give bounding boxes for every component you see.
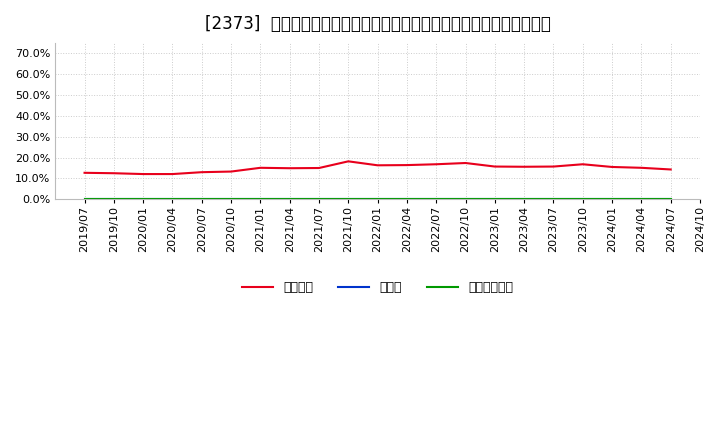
- のれん: [432, 197, 441, 202]
- のれん: [520, 197, 528, 202]
- 自己資本: [549, 164, 558, 169]
- のれん: [168, 197, 177, 202]
- 自己資本: [109, 171, 118, 176]
- のれん: [80, 197, 89, 202]
- 繰延税金資産: [608, 197, 616, 202]
- 自己資本: [139, 172, 148, 177]
- 自己資本: [402, 162, 411, 168]
- 自己資本: [608, 164, 616, 169]
- 繰延税金資産: [373, 197, 382, 202]
- 自己資本: [344, 159, 353, 164]
- のれん: [578, 197, 587, 202]
- 自己資本: [80, 170, 89, 176]
- 繰延税金資産: [490, 197, 499, 202]
- のれん: [462, 197, 470, 202]
- のれん: [344, 197, 353, 202]
- 繰延税金資産: [549, 197, 558, 202]
- 自己資本: [667, 167, 675, 172]
- のれん: [315, 197, 323, 202]
- Title: [2373]  自己資本、のれん、繰延税金資産の総資産に対する比率の推移: [2373] 自己資本、のれん、繰延税金資産の総資産に対する比率の推移: [204, 15, 551, 33]
- 繰延税金資産: [285, 197, 294, 202]
- のれん: [139, 197, 148, 202]
- 自己資本: [490, 164, 499, 169]
- のれん: [256, 197, 265, 202]
- 自己資本: [462, 160, 470, 165]
- 繰延税金資産: [432, 197, 441, 202]
- 繰延税金資産: [139, 197, 148, 202]
- 繰延税金資産: [667, 197, 675, 202]
- 繰延税金資産: [197, 197, 206, 202]
- 自己資本: [256, 165, 265, 170]
- 自己資本: [373, 163, 382, 168]
- 繰延税金資産: [520, 197, 528, 202]
- 繰延税金資産: [462, 197, 470, 202]
- 自己資本: [637, 165, 646, 170]
- 自己資本: [227, 169, 235, 174]
- 繰延税金資産: [315, 197, 323, 202]
- のれん: [109, 197, 118, 202]
- 繰延税金資産: [256, 197, 265, 202]
- のれん: [285, 197, 294, 202]
- のれん: [227, 197, 235, 202]
- のれん: [402, 197, 411, 202]
- のれん: [197, 197, 206, 202]
- 繰延税金資産: [402, 197, 411, 202]
- 繰延税金資産: [109, 197, 118, 202]
- 繰延税金資産: [80, 197, 89, 202]
- のれん: [490, 197, 499, 202]
- 自己資本: [315, 165, 323, 171]
- 自己資本: [197, 169, 206, 175]
- Legend: 自己資本, のれん, 繰延税金資産: 自己資本, のれん, 繰延税金資産: [237, 276, 518, 299]
- のれん: [637, 197, 646, 202]
- のれん: [667, 197, 675, 202]
- 自己資本: [578, 161, 587, 167]
- 繰延税金資産: [168, 197, 177, 202]
- のれん: [608, 197, 616, 202]
- のれん: [373, 197, 382, 202]
- 自己資本: [168, 172, 177, 177]
- 繰延税金資産: [578, 197, 587, 202]
- 自己資本: [520, 164, 528, 169]
- Line: 自己資本: 自己資本: [84, 161, 671, 174]
- 自己資本: [285, 165, 294, 171]
- 繰延税金資産: [637, 197, 646, 202]
- のれん: [549, 197, 558, 202]
- 繰延税金資産: [227, 197, 235, 202]
- 自己資本: [432, 161, 441, 167]
- 繰延税金資産: [344, 197, 353, 202]
